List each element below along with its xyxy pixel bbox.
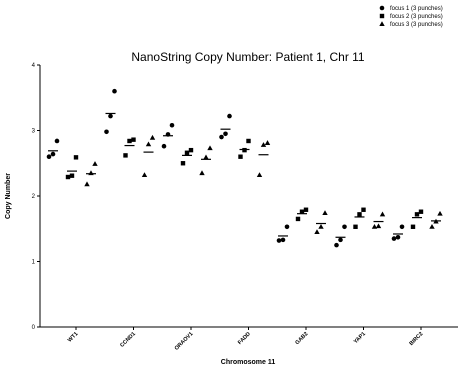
x-tick-label-yap1: YAP1 [353, 331, 367, 345]
y-tick-label: 3 [32, 129, 36, 135]
data-point [414, 212, 420, 217]
y-tick-label: 0 [32, 325, 36, 331]
x-tick-label-ccnd1: CCND1 [119, 331, 137, 349]
data-point [180, 161, 186, 166]
legend-entry: focus 2 (3 punches) [390, 14, 443, 20]
data-point [375, 223, 382, 229]
data-point [69, 173, 75, 178]
data-point [169, 122, 175, 128]
x-ticks: WT1 CCND1 ORAOV1 FADD GAB2 YAP1 BIRC2 [67, 327, 424, 352]
data-point [246, 138, 251, 144]
legend-marker-square [379, 13, 385, 19]
data-point [84, 181, 90, 187]
data-point [303, 207, 309, 212]
data-point [203, 154, 209, 160]
data-point [223, 131, 228, 137]
data-point [284, 224, 290, 230]
x-tick-label-wt1: WT1 [67, 331, 79, 343]
data-point [219, 134, 224, 140]
x-tick-label-birc2: BIRC2 [408, 331, 424, 347]
data-point [238, 154, 243, 159]
data-point [73, 155, 79, 160]
y-axis-label: Copy Number [5, 173, 12, 219]
data-point [104, 129, 109, 135]
data-point [437, 210, 443, 216]
data-point [184, 150, 190, 155]
series-square [65, 137, 424, 229]
data-point [141, 172, 148, 178]
data-point [256, 172, 263, 178]
data-point [391, 236, 397, 241]
data-point [357, 212, 362, 217]
data-point [199, 170, 205, 176]
x-tick-label-fadd: FADD [237, 331, 252, 346]
legend: focus 1 (3 punches) focus 2 (3 punches) fo… [379, 5, 443, 28]
data-point [295, 216, 301, 222]
data-point [280, 237, 286, 243]
data-point [322, 210, 328, 216]
axes: 0 1 2 3 4 WT1 CCND1 ORAOV1 FADD GAB2 YAP1 BIRC2 [32, 63, 458, 352]
y-ticks: 0 1 2 3 4 [32, 63, 40, 331]
series-triangle [84, 134, 443, 235]
data-point [50, 151, 56, 157]
data-point [338, 237, 343, 243]
data-point [410, 224, 416, 229]
data-point [418, 209, 424, 214]
data-point [318, 223, 324, 229]
data-point [54, 138, 60, 144]
data-point [276, 238, 282, 243]
data-point [227, 113, 232, 119]
y-tick-label: 2 [32, 194, 36, 200]
legend-marker-triangle [379, 21, 385, 26]
y-tick-label: 1 [32, 260, 36, 266]
chart-title: NanoString Copy Number: Patient 1, Chr 1… [131, 50, 365, 64]
x-tick-label-gab2: GAB2 [294, 331, 309, 346]
data-point [88, 170, 94, 176]
data-point [429, 223, 435, 229]
legend-entry: focus 1 (3 punches) [390, 6, 443, 12]
data-point [334, 242, 339, 248]
data-point [371, 223, 378, 229]
data-point [112, 88, 117, 94]
data-point [92, 161, 98, 166]
data-point [260, 142, 267, 147]
data-point [207, 145, 213, 151]
legend-entry: focus 3 (3 punches) [390, 22, 443, 28]
series-circle [46, 88, 405, 248]
data-point [242, 147, 247, 153]
x-axis-label: Chromosome 11 [221, 359, 276, 366]
legend-marker-circle [379, 5, 385, 11]
plot-area [46, 88, 443, 248]
data-point [161, 143, 167, 149]
data-point [361, 207, 366, 212]
data-point [46, 154, 52, 159]
data-point [145, 141, 152, 147]
data-point [399, 224, 405, 230]
data-point [127, 138, 132, 144]
x-tick-label-oraov1: ORAOV1 [174, 331, 195, 352]
data-point [379, 211, 386, 217]
data-point [353, 224, 358, 229]
data-point [149, 134, 156, 140]
data-point [299, 209, 305, 214]
data-point [264, 140, 271, 145]
data-point [65, 174, 71, 180]
data-point [131, 137, 136, 142]
data-point [108, 113, 113, 119]
data-point [188, 147, 194, 153]
data-point [342, 224, 347, 230]
data-point [123, 153, 128, 158]
y-tick-label: 4 [32, 63, 36, 69]
data-point [395, 234, 401, 240]
data-point [314, 229, 320, 235]
